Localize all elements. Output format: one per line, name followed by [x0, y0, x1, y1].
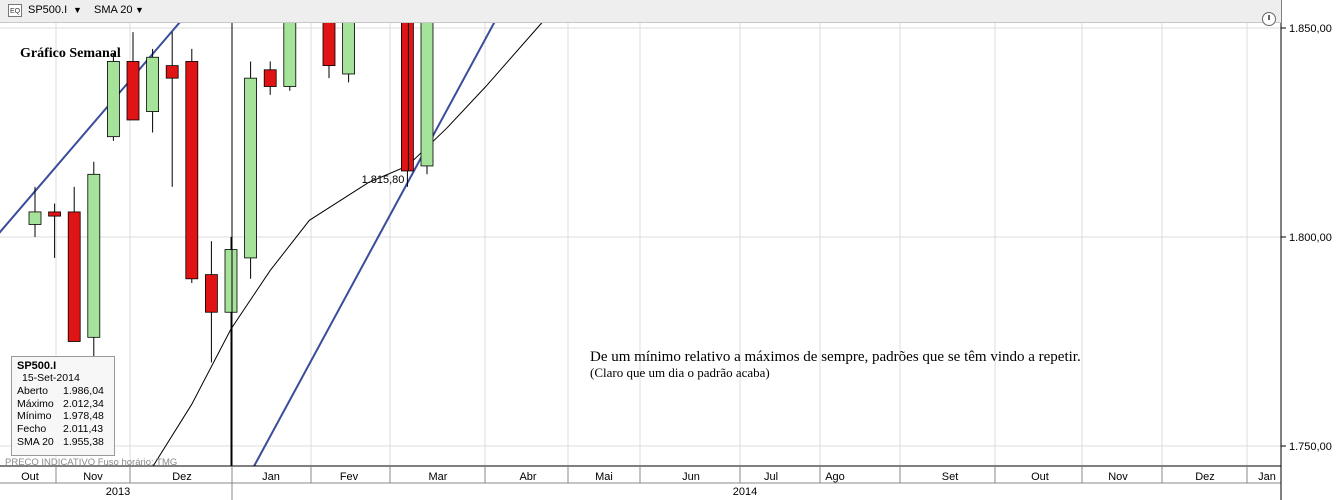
candle-up: [420, 0, 434, 167]
candle-down: [185, 61, 199, 280]
chart-toolbar: EQ SP500.I ▼ SMA 20 ▼: [0, 0, 1281, 23]
x-month-label: Out: [1031, 471, 1049, 483]
candle-down: [400, 0, 414, 172]
indicator-label[interactable]: SMA 20: [94, 4, 133, 16]
candle-up: [28, 211, 42, 225]
y-tick-label: 1.800,00: [1289, 232, 1332, 244]
footer-note: PREÇO INDICATIVO Fuso horário: TMG: [5, 457, 178, 468]
x-month-label: Jul: [764, 471, 778, 483]
sma20-line: [128, 0, 559, 500]
x-month-label: Ago: [825, 471, 845, 483]
x-month-label: Set: [942, 471, 959, 483]
chart-title: Gráfico Semanal: [20, 46, 121, 61]
indicator-dropdown-icon[interactable]: ▼: [135, 5, 144, 15]
annotation-sub: (Claro que um dia o padrão acaba): [590, 365, 770, 380]
x-month-label: Out: [21, 471, 39, 483]
x-month-label: Dez: [172, 471, 192, 483]
candle-down: [48, 211, 61, 217]
x-month-label: Nov: [1108, 471, 1128, 483]
candle-down: [67, 211, 81, 342]
candle-down: [126, 61, 140, 121]
clock-icon[interactable]: [1262, 12, 1276, 26]
candle-down: [165, 65, 179, 79]
y-tick-label: 1.850,00: [1289, 23, 1332, 35]
x-month-label: Jan: [1258, 471, 1276, 483]
legend-row-close: Fecho 2.011,43: [17, 423, 104, 436]
legend-title: SP500.I: [17, 360, 57, 372]
x-month-label: Dez: [1195, 471, 1215, 483]
measure-low-label: 1.815,80: [362, 174, 405, 186]
data-legend-box: SP500.I 15-Set-2014 Aberto 1.986,04 Máxim…: [11, 356, 115, 456]
trend-channel-line: [234, 0, 508, 500]
x-month-label: Jan: [262, 471, 280, 483]
annotation-main: De um mínimo relativo a máximos de sempr…: [590, 349, 1081, 365]
x-month-label: Mar: [429, 471, 448, 483]
legend-row-open: Aberto 1.986,04: [17, 384, 104, 397]
x-month-label: Nov: [83, 471, 103, 483]
candle-up: [244, 77, 258, 259]
candle-up: [224, 249, 238, 313]
candle-up: [146, 56, 160, 112]
symbol-dropdown-icon[interactable]: ▼: [73, 5, 82, 15]
legend-date: 15-Set-2014: [22, 372, 80, 384]
candle-up: [87, 173, 101, 338]
legend-row-sma: SMA 20 1.955,38: [17, 435, 104, 448]
x-month-label: Jun: [682, 471, 700, 483]
chart-symbol-icon[interactable]: EQ: [8, 4, 22, 17]
x-month-label: Mai: [595, 471, 613, 483]
legend-row-low: Mínimo 1.978,48: [17, 410, 104, 423]
trend-channel-line: [0, 0, 201, 234]
candle-up: [107, 61, 120, 138]
x-month-label: Fev: [340, 471, 359, 483]
x-year-label: 2013: [106, 486, 130, 498]
y-tick-label: 1.750,00: [1289, 441, 1332, 453]
x-month-label: Abr: [519, 471, 536, 483]
candle-down: [204, 274, 218, 313]
symbol-label[interactable]: SP500.I: [28, 4, 68, 16]
x-year-label: 2014: [733, 486, 757, 498]
legend-row-high: Máximo 2.012,34: [17, 397, 104, 410]
candle-down: [263, 69, 277, 87]
